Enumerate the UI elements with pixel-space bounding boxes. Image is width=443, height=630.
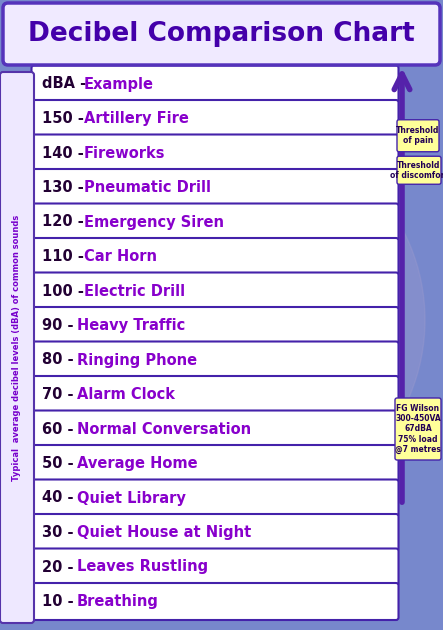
Text: Normal Conversation: Normal Conversation <box>77 421 251 437</box>
Text: Fireworks: Fireworks <box>84 146 166 161</box>
Text: 110 -: 110 - <box>42 249 89 264</box>
Text: 50 -: 50 - <box>42 456 79 471</box>
FancyBboxPatch shape <box>31 376 399 413</box>
Text: Alarm Clock: Alarm Clock <box>77 387 175 402</box>
FancyBboxPatch shape <box>31 238 399 275</box>
Text: Electric Drill: Electric Drill <box>84 284 185 299</box>
FancyBboxPatch shape <box>31 445 399 482</box>
FancyBboxPatch shape <box>31 341 399 379</box>
Text: Pneumatic Drill: Pneumatic Drill <box>84 180 211 195</box>
Text: 150 -: 150 - <box>42 111 89 126</box>
FancyBboxPatch shape <box>31 203 399 241</box>
Text: Threshold
of discomfort: Threshold of discomfort <box>390 161 443 180</box>
Text: dBA -: dBA - <box>42 76 91 91</box>
Text: 140 -: 140 - <box>42 146 89 161</box>
Text: 60 -: 60 - <box>42 421 78 437</box>
FancyBboxPatch shape <box>31 134 399 171</box>
FancyBboxPatch shape <box>31 514 399 551</box>
Text: Threshold
of pain: Threshold of pain <box>396 126 440 146</box>
FancyBboxPatch shape <box>395 398 441 460</box>
Circle shape <box>35 125 425 515</box>
Text: Typical  average decibel levels (dBA) of common sounds: Typical average decibel levels (dBA) of … <box>12 214 22 481</box>
Text: Average Home: Average Home <box>77 456 198 471</box>
Text: 130 -: 130 - <box>42 180 89 195</box>
Text: FG Wilson
300-450VA
67dBA
75% load
@7 metres: FG Wilson 300-450VA 67dBA 75% load @7 me… <box>395 404 441 454</box>
Text: 40 -: 40 - <box>42 491 78 505</box>
Text: 30 -: 30 - <box>42 525 78 540</box>
FancyBboxPatch shape <box>397 156 441 184</box>
FancyBboxPatch shape <box>3 3 440 65</box>
FancyBboxPatch shape <box>31 307 399 344</box>
Text: 20 -: 20 - <box>42 559 78 575</box>
Text: Artillery Fire: Artillery Fire <box>84 111 189 126</box>
Text: 10 -: 10 - <box>42 594 79 609</box>
FancyBboxPatch shape <box>31 66 399 103</box>
FancyBboxPatch shape <box>31 479 399 517</box>
Text: Ringing Phone: Ringing Phone <box>77 353 197 367</box>
Text: Quiet House at Night: Quiet House at Night <box>77 525 251 540</box>
Text: Decibel Comparison Chart: Decibel Comparison Chart <box>28 21 415 47</box>
FancyBboxPatch shape <box>31 583 399 620</box>
FancyBboxPatch shape <box>0 72 34 623</box>
Text: Quiet Library: Quiet Library <box>77 491 186 505</box>
FancyBboxPatch shape <box>31 549 399 585</box>
FancyBboxPatch shape <box>31 273 399 309</box>
Text: Leaves Rustling: Leaves Rustling <box>77 559 208 575</box>
Text: Emergency Siren: Emergency Siren <box>84 214 224 229</box>
Text: Car Horn: Car Horn <box>84 249 157 264</box>
FancyBboxPatch shape <box>31 169 399 206</box>
FancyBboxPatch shape <box>31 100 399 137</box>
Text: 90 -: 90 - <box>42 318 78 333</box>
FancyBboxPatch shape <box>31 411 399 447</box>
Text: 70 -: 70 - <box>42 387 78 402</box>
Text: 120 -: 120 - <box>42 214 89 229</box>
Text: 80 -: 80 - <box>42 353 79 367</box>
FancyBboxPatch shape <box>397 120 439 152</box>
Text: Breathing: Breathing <box>77 594 159 609</box>
Text: Heavy Traffic: Heavy Traffic <box>77 318 185 333</box>
Text: 100 -: 100 - <box>42 284 89 299</box>
Text: Example: Example <box>84 76 154 91</box>
